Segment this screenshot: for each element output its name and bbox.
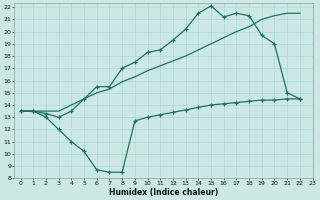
X-axis label: Humidex (Indice chaleur): Humidex (Indice chaleur) bbox=[109, 188, 218, 197]
